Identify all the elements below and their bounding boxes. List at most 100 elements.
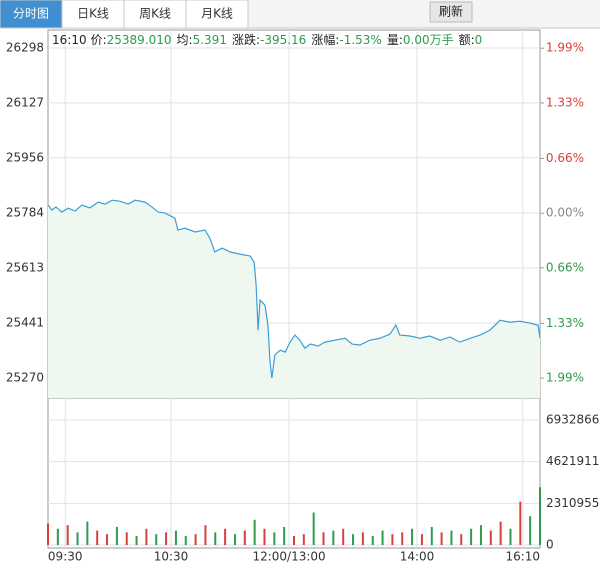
volume-bar xyxy=(371,535,374,545)
refresh-label[interactable]: 刷新 xyxy=(439,4,463,19)
volume-bar xyxy=(194,534,197,545)
y-tick-label: 25270 xyxy=(6,371,44,385)
volume-bar xyxy=(233,534,236,545)
price-area xyxy=(48,200,540,398)
volume-bar xyxy=(361,532,364,545)
volume-bar xyxy=(539,487,541,545)
y2-tick-label: 1.99% xyxy=(546,41,584,55)
info-label: 价: xyxy=(91,33,107,47)
volume-bar xyxy=(165,532,168,545)
volume-bar xyxy=(342,528,345,545)
y-tick-label: 26298 xyxy=(6,40,44,54)
y-tick-label: 25956 xyxy=(6,150,44,164)
volume-bar xyxy=(125,532,128,545)
info-line: 16:10 价:25389.010 均:5.391 涨跌:-395.16 涨幅:-1.5… xyxy=(52,32,482,47)
y2-tick-label: 1.33% xyxy=(546,95,584,109)
volume-bar xyxy=(352,534,355,545)
tab-label[interactable]: 周K线 xyxy=(139,7,171,21)
y-tick-label: 6932866 xyxy=(546,412,599,426)
y-tick-label: 25441 xyxy=(6,316,44,330)
y-tick-label: 26127 xyxy=(6,95,44,109)
volume-bar xyxy=(509,528,512,545)
volume-bar xyxy=(273,532,276,545)
x-tick-label: 10:30 xyxy=(154,550,189,564)
volume-bar xyxy=(293,535,295,545)
price-line xyxy=(47,199,541,379)
volume-bar xyxy=(135,535,138,545)
y2-tick-label: 0.66% xyxy=(546,151,584,165)
x-tick-label: 16:10 xyxy=(505,550,540,564)
y2-tick-label: 1.33% xyxy=(546,316,584,330)
info-value: 25389.010 xyxy=(107,33,172,47)
volume-bar xyxy=(66,525,69,545)
volume-bar xyxy=(312,512,315,545)
volume-bar xyxy=(214,532,217,545)
volume-bar xyxy=(499,521,502,545)
volume-bar xyxy=(411,528,414,545)
y-tick-label: 0 xyxy=(546,538,554,552)
volume-bar xyxy=(302,534,305,545)
volume-frame xyxy=(47,397,541,549)
volume-bar xyxy=(86,521,89,545)
info-value: 0.00万手 xyxy=(403,33,454,47)
volume-bar xyxy=(489,530,492,545)
volume-bar xyxy=(450,530,453,545)
volume-bar xyxy=(519,501,522,545)
info-value: -1.53% xyxy=(339,33,381,47)
volume-bar xyxy=(76,532,79,545)
x-tick-label: 14:00 xyxy=(400,550,435,564)
y-tick-label: 25613 xyxy=(6,260,44,274)
volume-bar xyxy=(420,534,423,545)
y-tick-label: 2310955 xyxy=(546,496,599,510)
volume-bar xyxy=(470,528,473,545)
volume-bar xyxy=(106,534,109,545)
volume-bar xyxy=(401,532,404,545)
volume-bar xyxy=(47,523,49,545)
y2-tick-label: 0.00% xyxy=(546,206,584,220)
info-label: 涨跌: xyxy=(232,32,260,47)
volume-bar xyxy=(174,530,177,545)
info-label: 均: xyxy=(177,33,193,47)
y-tick-label: 25784 xyxy=(6,206,44,220)
info-label: 量: xyxy=(387,33,403,47)
volume-bar xyxy=(479,525,482,545)
y2-tick-label: 0.66% xyxy=(546,260,584,274)
x-tick-label: 09:30 xyxy=(48,550,83,564)
volume-bar xyxy=(283,526,286,545)
volume-bar xyxy=(145,528,148,545)
volume-bar xyxy=(430,526,433,545)
tab-label[interactable]: 日K线 xyxy=(77,7,109,21)
x-tick-label: 12:00/13:00 xyxy=(252,550,325,564)
volume-bar xyxy=(96,530,99,545)
volume-bar xyxy=(440,532,443,545)
info-label: 额: xyxy=(459,33,475,47)
tab-label[interactable]: 月K线 xyxy=(201,7,233,21)
info-time: 16:10 xyxy=(52,33,87,47)
tab[interactable] xyxy=(185,0,249,29)
info-value: 5.391 xyxy=(193,33,227,47)
volume-bar xyxy=(529,516,532,545)
info-value: -395.16 xyxy=(260,33,306,47)
volume-bar xyxy=(332,530,335,545)
volume-bar xyxy=(253,519,256,545)
volume-bar xyxy=(243,530,246,545)
volume-bar xyxy=(224,528,227,545)
volume-bar xyxy=(263,528,266,545)
y-tick-label: 4621911 xyxy=(546,454,599,468)
tab[interactable] xyxy=(123,0,187,29)
volume-bar xyxy=(391,534,394,545)
volume-bar xyxy=(460,534,463,545)
volume-bar xyxy=(115,526,118,545)
refresh-button[interactable] xyxy=(429,1,473,23)
volume-bar xyxy=(184,535,187,545)
tab-label[interactable]: 分时图 xyxy=(13,7,49,21)
volume-bar xyxy=(381,530,384,545)
info-label: 涨幅: xyxy=(311,32,339,47)
volume-bar xyxy=(155,534,158,545)
y2-tick-label: 1.99% xyxy=(546,371,584,385)
info-value: 0 xyxy=(475,33,483,47)
volume-bar xyxy=(322,532,325,545)
tab[interactable] xyxy=(0,0,63,29)
